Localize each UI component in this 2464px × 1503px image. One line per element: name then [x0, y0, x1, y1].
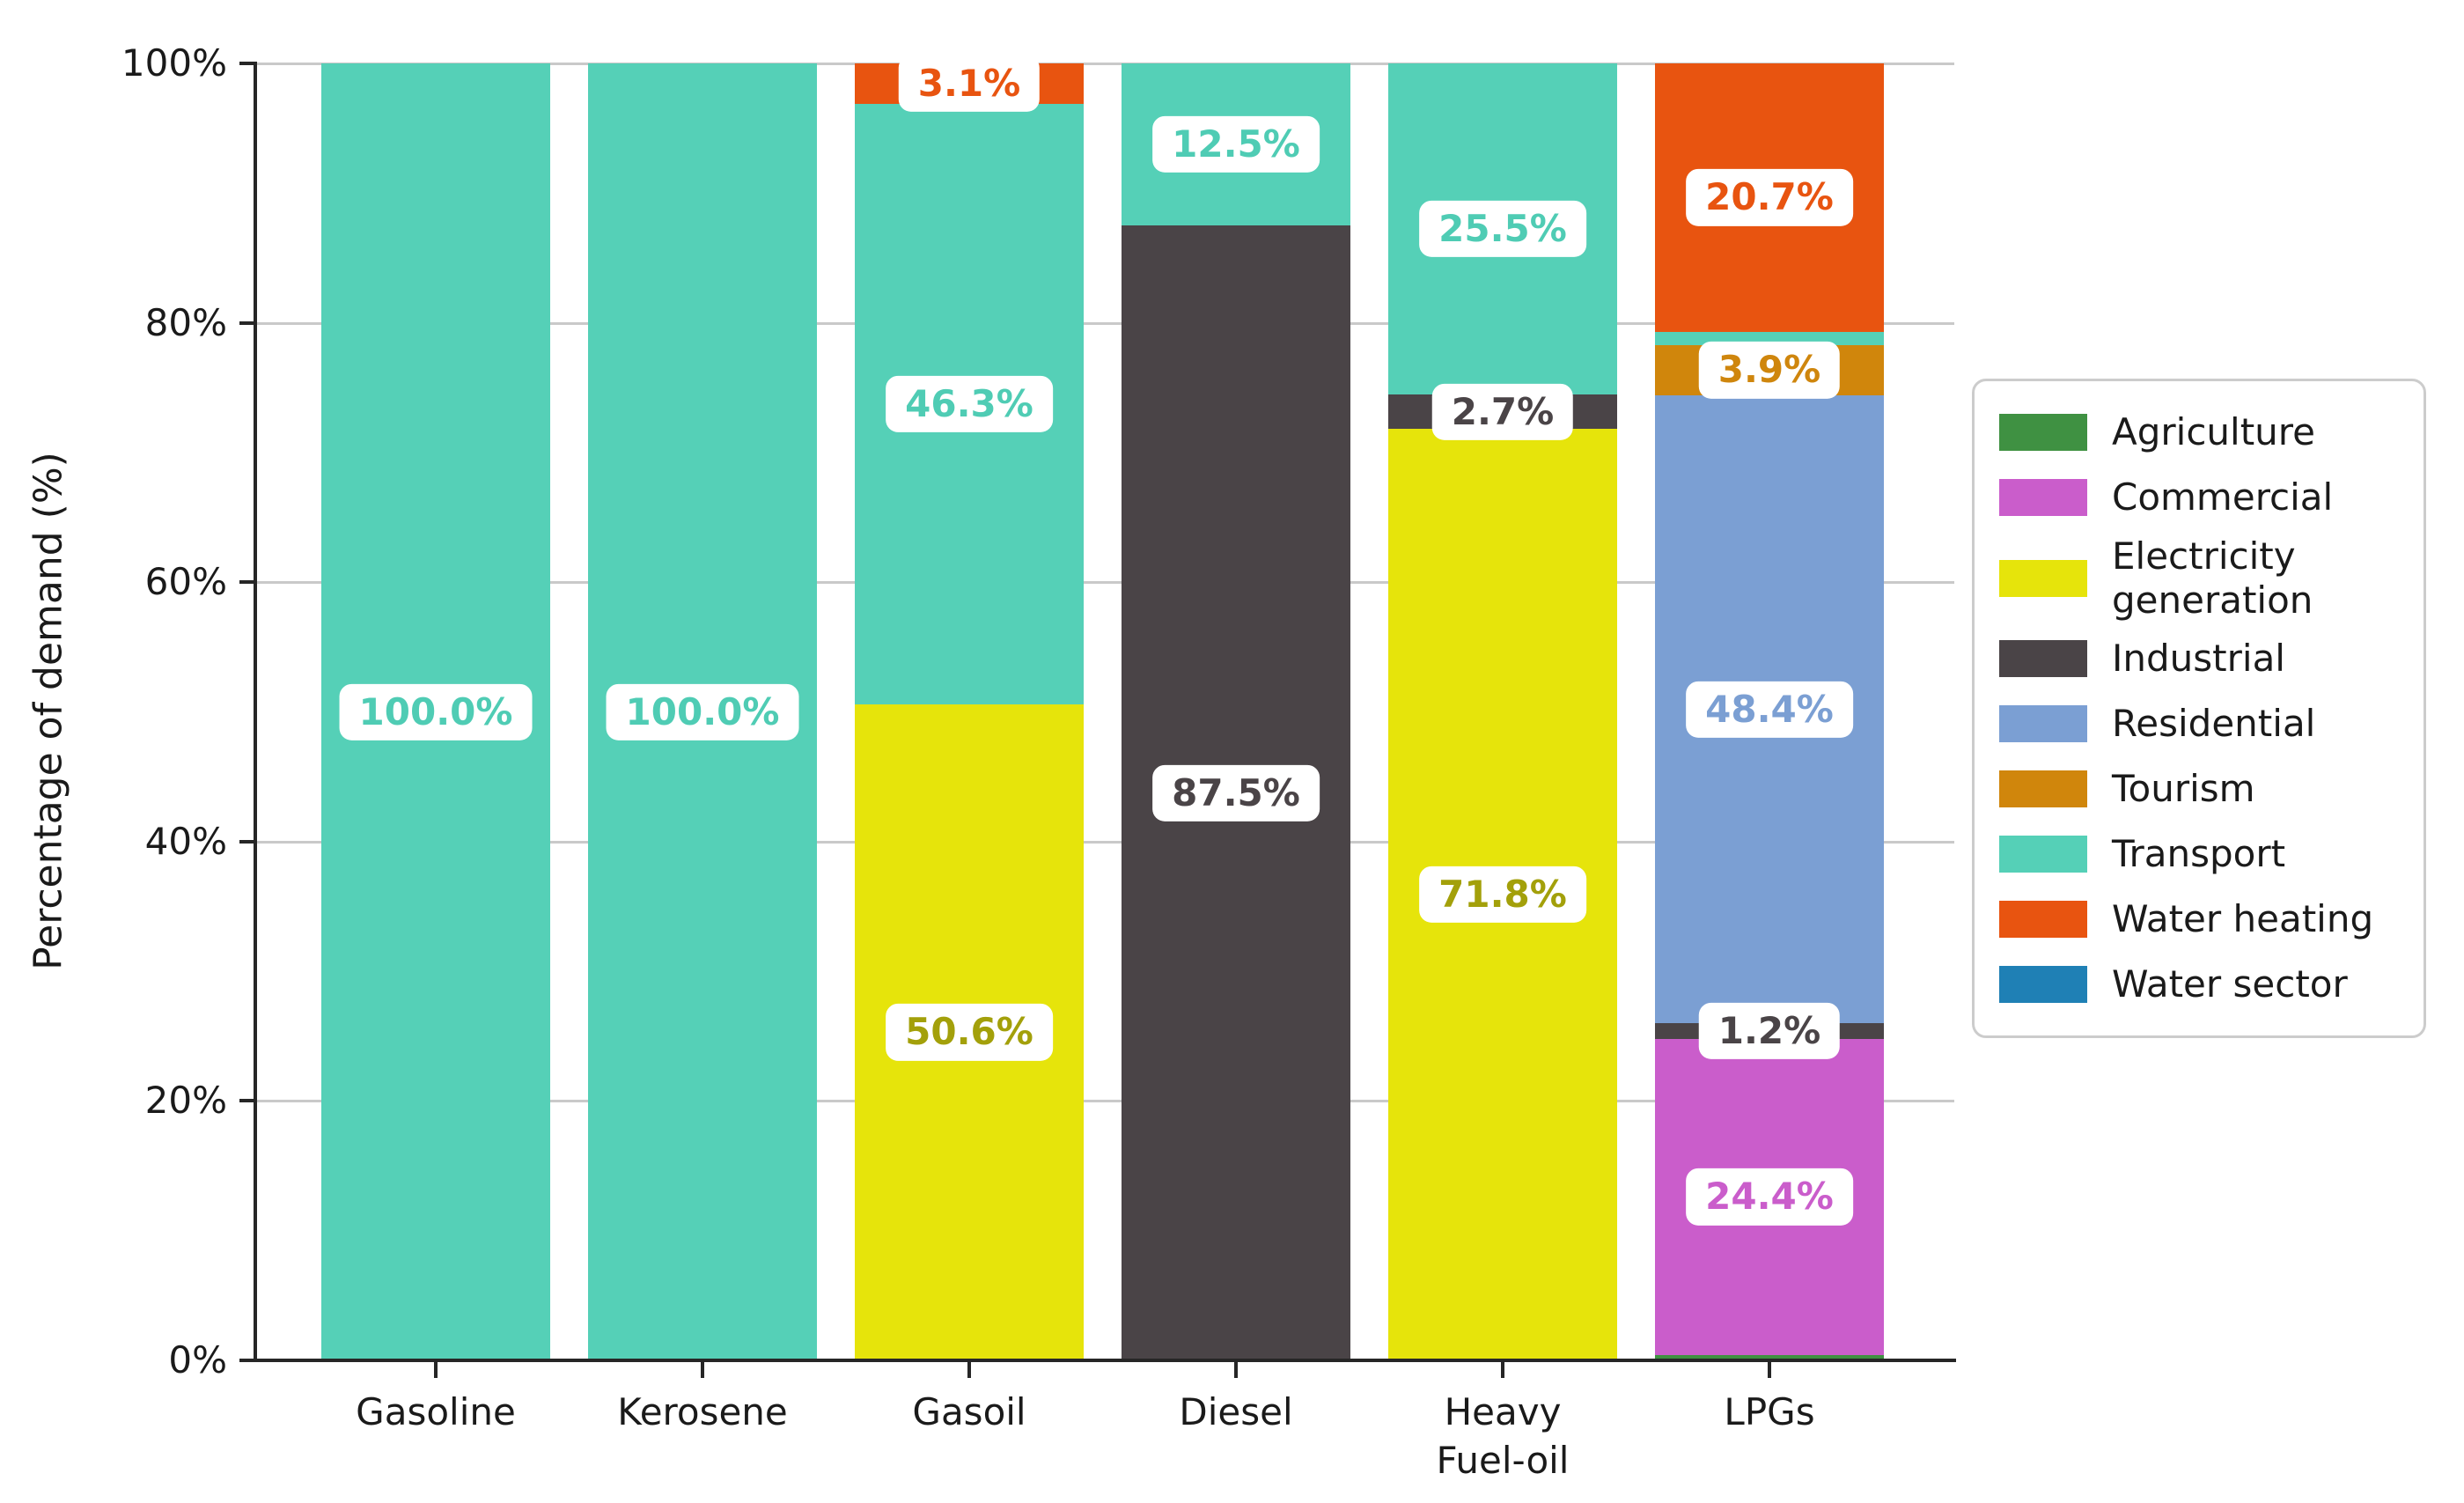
y-tick-label-0: 0%: [168, 1338, 227, 1381]
legend-item-label: Transport: [2112, 832, 2286, 876]
y-tick-label-20: 20%: [144, 1079, 227, 1123]
y-tick-0: [239, 1359, 255, 1362]
bar-label: 1.2%: [1698, 1002, 1841, 1060]
x-tick-label-6: LPGs: [1724, 1390, 1815, 1433]
segment-residential: 48.4%: [1655, 395, 1884, 1024]
x-tick-2: [701, 1362, 704, 1378]
bar-label: 20.7%: [1686, 169, 1853, 226]
legend-swatch-icon: [1999, 479, 2087, 516]
segment-transport: 100.0%: [588, 63, 817, 1360]
y-tick-80: [239, 320, 255, 325]
legend-item-label: Tourism: [2112, 767, 2255, 811]
legend-item-commercial: Commercial: [1999, 469, 2399, 526]
y-tick-label-100: 100%: [121, 41, 227, 85]
legend-item-tourism: Tourism: [1999, 761, 2399, 817]
segment-transport: 46.3%: [855, 103, 1084, 704]
x-tick-label-2: Kerosene: [617, 1390, 788, 1433]
bar-label: 71.8%: [1419, 866, 1586, 924]
x-tick-label-5: Heavy Fuel-oil: [1436, 1390, 1570, 1482]
segment-transport: [1655, 331, 1884, 345]
bar-label: 12.5%: [1152, 115, 1320, 173]
legend-item-water-sector: Water sector: [1999, 956, 2399, 1013]
legend-item-label: Commercial: [2112, 475, 2334, 519]
x-tick-label-3: Gasoil: [912, 1390, 1026, 1433]
gridline-20: [255, 1100, 1954, 1103]
legend-swatch-icon: [1999, 414, 2087, 451]
y-tick-60: [239, 580, 255, 585]
x-tick-5: [1501, 1362, 1504, 1378]
segment-industrial: 87.5%: [1122, 225, 1350, 1360]
legend-item-label: Water heating: [2112, 897, 2374, 941]
y-tick-40: [239, 839, 255, 844]
bar-kerosene: 100.0%: [588, 63, 817, 1360]
bar-lpgs: 24.4% 1.2% 48.4% 3.9% 20.7%: [1655, 63, 1884, 1360]
legend-swatch-icon: [1999, 705, 2087, 743]
bar-label: 24.4%: [1686, 1168, 1853, 1226]
segment-commercial: 24.4%: [1655, 1038, 1884, 1356]
segment-water-heating: 20.7%: [1655, 63, 1884, 332]
legend-item-label: Industrial: [2112, 637, 2285, 681]
y-tick-label-80: 80%: [144, 300, 227, 344]
segment-agriculture: [1655, 1355, 1884, 1360]
legend-swatch-icon: [1999, 836, 2087, 873]
legend-item-label: Residential: [2112, 702, 2316, 746]
legend-swatch-icon: [1999, 559, 2087, 597]
gridline-100: [255, 63, 1954, 65]
legend-item-residential: Residential: [1999, 696, 2399, 752]
segment-industrial: 2.7%: [1388, 383, 1617, 440]
bar-label: 2.7%: [1431, 383, 1574, 440]
y-tick-100: [239, 62, 255, 65]
legend-swatch-icon: [1999, 966, 2087, 1004]
legend-item-label: Water sector: [2112, 962, 2348, 1006]
x-tick-4: [1234, 1362, 1238, 1378]
x-axis-spine: [254, 1359, 1956, 1362]
gridline-80: [255, 321, 1954, 325]
bar-label: 25.5%: [1419, 200, 1586, 257]
legend-item-industrial: Industrial: [1999, 630, 2399, 687]
y-tick-label-60: 60%: [144, 560, 227, 604]
gridline-40: [255, 840, 1954, 844]
bar-label: 3.1%: [898, 55, 1041, 112]
gridline-60: [255, 581, 1954, 585]
x-tick-label-4: Diesel: [1179, 1390, 1293, 1433]
segment-water-heating: 3.1%: [855, 55, 1084, 112]
x-tick-label-1: Gasoline: [356, 1390, 516, 1433]
y-axis-spine: [254, 62, 257, 1362]
x-tick-1: [434, 1362, 438, 1378]
segment-electricity-generation: 71.8%: [1388, 429, 1617, 1360]
segment-industrial: 1.2%: [1655, 1002, 1884, 1060]
bar-label: 50.6%: [886, 1004, 1053, 1061]
bar-label: 3.9%: [1698, 342, 1841, 399]
segment-electricity-generation: 50.6%: [855, 704, 1084, 1360]
bar-label: 100.0%: [606, 683, 799, 740]
segment-transport: 100.0%: [321, 63, 550, 1360]
legend-item-label: Agriculture: [2112, 410, 2315, 454]
bar-diesel: 87.5% 12.5%: [1122, 63, 1350, 1360]
bar-label: 46.3%: [886, 375, 1053, 432]
bar-label: 87.5%: [1152, 764, 1320, 821]
bar-heavy-fuel-oil: 71.8% 2.7% 25.5%: [1388, 63, 1617, 1360]
legend: Agriculture Commercial Electricity generat…: [1972, 379, 2426, 1039]
legend-item-agriculture: Agriculture: [1999, 404, 2399, 460]
bar-gasoil: 50.6% 46.3% 3.1%: [855, 55, 1084, 1360]
y-axis-title: Percentage of demand (%): [26, 452, 71, 970]
legend-swatch-icon: [1999, 770, 2087, 808]
segment-tourism: 3.9%: [1655, 342, 1884, 399]
bar-label: 48.4%: [1686, 681, 1853, 738]
bar-label: 100.0%: [339, 683, 533, 740]
legend-swatch-icon: [1999, 901, 2087, 939]
legend-swatch-icon: [1999, 640, 2087, 678]
legend-item-label: Electricity generation: [2112, 534, 2313, 622]
segment-transport: 12.5%: [1122, 63, 1350, 226]
x-tick-6: [1768, 1362, 1771, 1378]
legend-item-electricity-generation: Electricity generation: [1999, 534, 2399, 622]
legend-item-water-heating: Water heating: [1999, 891, 2399, 947]
segment-transport: 25.5%: [1388, 63, 1617, 394]
bar-gasoline: 100.0%: [321, 63, 550, 1360]
y-tick-label-40: 40%: [144, 819, 227, 863]
legend-item-transport: Transport: [1999, 826, 2399, 882]
x-tick-3: [967, 1362, 971, 1378]
y-tick-20: [239, 1099, 255, 1103]
